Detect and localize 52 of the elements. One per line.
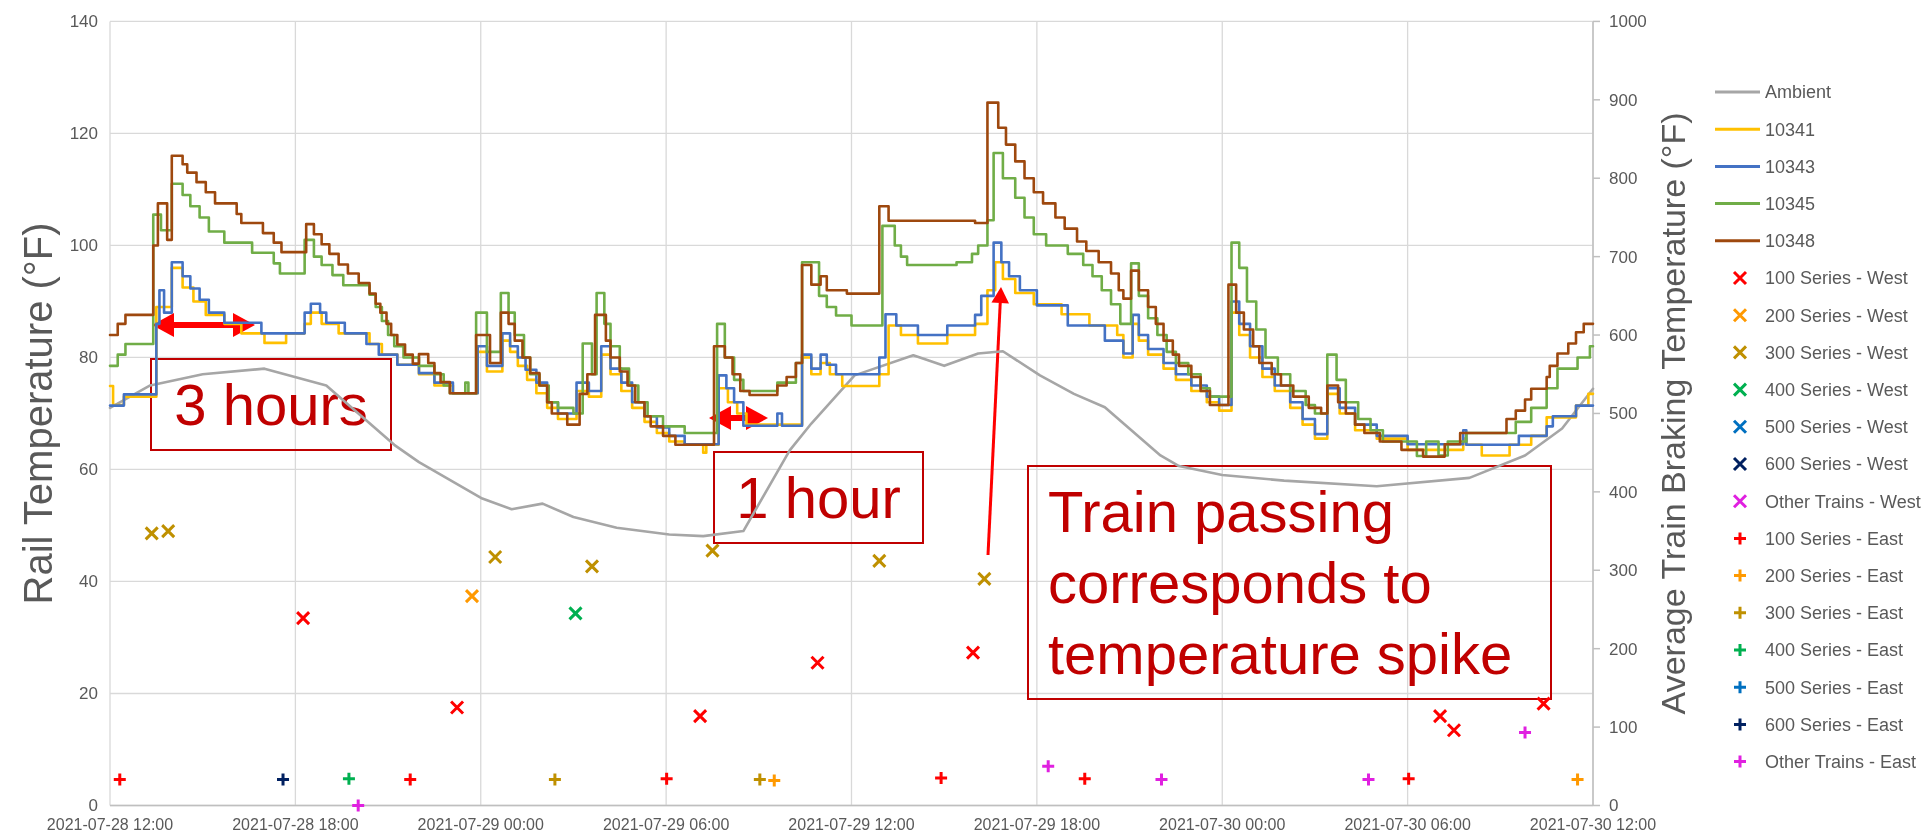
legend-label: 100 Series - West (1765, 268, 1908, 289)
legend-label: 10343 (1765, 156, 1816, 177)
x-tick-label: 2021-07-29 06:00 (602, 816, 730, 833)
x-tick-label: 2021-07-30 00:00 (1159, 816, 1286, 833)
y2-tick-label: 500 (1609, 404, 1638, 424)
y-tick-label: 60 (79, 460, 98, 480)
annotation: 1 hour (736, 464, 901, 530)
legend-label: 600 Series - East (1765, 714, 1904, 735)
y-tick-label: 40 (79, 572, 98, 592)
x-tick-label: 2021-07-29 18:00 (973, 816, 1101, 833)
y2-tick-label: 1000 (1609, 12, 1647, 32)
y-tick-label: 0 (88, 796, 98, 816)
y2-tick-label: 600 (1609, 325, 1638, 345)
legend-label: 10345 (1765, 193, 1816, 214)
legend-label: 200 Series - East (1765, 565, 1904, 586)
x-tick-label: 2021-07-30 06:00 (1344, 816, 1471, 833)
y2-tick-label: 300 (1609, 561, 1638, 581)
y2-tick-label: 0 (1609, 796, 1619, 816)
legend-label: 10348 (1765, 231, 1816, 252)
annotation: 3 hours (174, 371, 368, 437)
legend-label: 400 Series - West (1765, 379, 1908, 400)
y2-tick-label: 400 (1609, 482, 1638, 502)
legend-label: Other Trains - East (1765, 751, 1917, 772)
y-tick-label: 80 (79, 348, 98, 368)
legend-label: 600 Series - West (1765, 454, 1908, 475)
x-tick-label: 2021-07-29 12:00 (788, 816, 915, 833)
x-tick-label: 2021-07-29 00:00 (417, 816, 545, 833)
legend-label: 200 Series - West (1765, 305, 1908, 326)
legend-label: 500 Series - West (1765, 417, 1908, 438)
legend-label: Other Trains - West (1765, 491, 1921, 512)
y2-tick-label: 900 (1609, 90, 1638, 110)
y-tick-label: 140 (69, 12, 98, 32)
x-tick-label: 2021-07-28 18:00 (232, 816, 359, 833)
y2-axis-title: Average Train Braking Temperature (°F) (1654, 112, 1692, 715)
y2-tick-label: 100 (1609, 718, 1638, 738)
annotation: Train passing corresponds to temperature spike (1048, 478, 1513, 686)
y-axis-title: Rail Temperature (°F) (16, 222, 60, 605)
y-tick-label: 120 (69, 124, 98, 144)
x-tick-label: 2021-07-30 12:00 (1529, 816, 1657, 833)
legend-label: 300 Series - West (1765, 342, 1908, 363)
y2-tick-label: 800 (1609, 169, 1638, 189)
y2-tick-label: 700 (1609, 247, 1638, 267)
legend-label: 100 Series - East (1765, 528, 1904, 549)
y2-tick-label: 200 (1609, 639, 1638, 659)
y-tick-label: 100 (69, 236, 98, 256)
legend-label: 300 Series - East (1765, 603, 1904, 624)
y-tick-label: 20 (79, 684, 98, 704)
legend-label: 10341 (1765, 119, 1816, 140)
legend-label: Ambient (1765, 82, 1832, 103)
x-tick-label: 2021-07-28 12:00 (46, 816, 174, 833)
legend-label: 500 Series - East (1765, 677, 1904, 698)
legend-label: 400 Series - East (1765, 640, 1904, 661)
